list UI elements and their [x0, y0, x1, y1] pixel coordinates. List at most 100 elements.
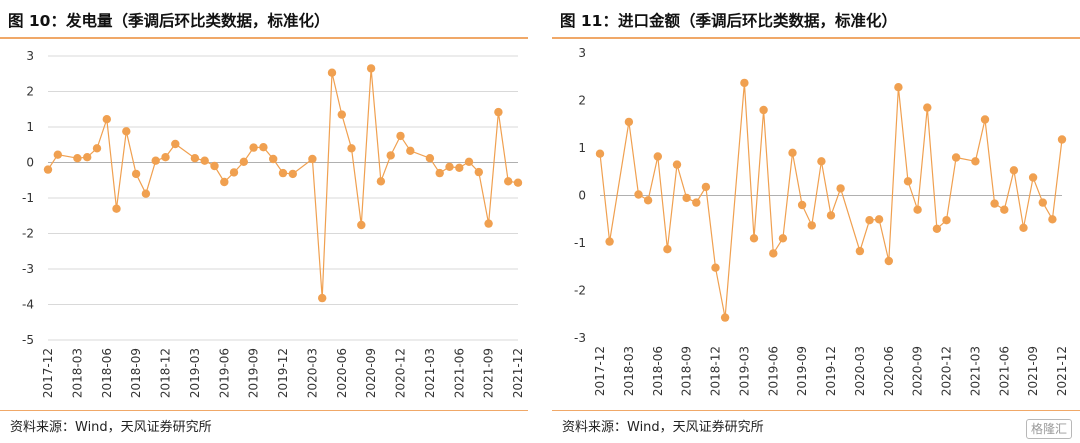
x-tick-label: 2019-12 [276, 348, 290, 398]
data-point [210, 161, 219, 171]
x-tick-label: 2021-09 [1026, 346, 1040, 396]
source-divider [0, 410, 528, 411]
x-tick-label: 2021-12 [1055, 346, 1069, 396]
data-point [190, 154, 200, 163]
data-point [53, 150, 62, 159]
data-point [971, 157, 980, 166]
y-tick-label: 0 [578, 189, 586, 203]
data-point [1048, 215, 1057, 224]
y-tick-label: -1 [22, 191, 34, 205]
x-tick-label: 2020-09 [911, 346, 925, 396]
x-tick-label: 2018-12 [709, 346, 723, 396]
x-tick-label: 2020-03 [853, 346, 867, 396]
line-chart-svg: 3 2 1 0 -1 -2 -3 2017-12 2018-03 2018-06 2018-09 20… [574, 46, 1069, 396]
data-point [43, 165, 53, 174]
data-point [83, 153, 92, 162]
data-point [711, 263, 720, 272]
data-point [624, 117, 634, 127]
y-tick-label: 2 [26, 85, 34, 99]
data-point [1019, 223, 1028, 232]
line-chart-power-generation: 3 2 1 0 -1 -2 -3 -4 -5 2017-12 2018-03 2018-06 2018-… [0, 40, 528, 408]
data-point [1028, 173, 1038, 182]
data-point [1057, 135, 1067, 144]
data-point [595, 149, 605, 158]
x-tick-label: 2017-12 [593, 346, 607, 396]
data-point [504, 177, 513, 186]
data-point [464, 157, 474, 166]
x-tick-label: 2018-09 [680, 346, 694, 396]
x-tick-label: 2021-06 [452, 348, 466, 398]
x-tick-label: 2021-06 [997, 346, 1011, 396]
series-line [47, 68, 519, 299]
x-tick-label: 2019-09 [795, 346, 809, 396]
y-tick-label: 2 [578, 94, 586, 108]
data-point [92, 144, 102, 153]
y-tick-label: 1 [578, 141, 586, 155]
data-point [494, 107, 503, 117]
data-point [913, 205, 922, 214]
data-point [672, 160, 682, 169]
data-point [865, 216, 874, 225]
data-point [161, 153, 170, 162]
data-point [386, 151, 395, 160]
data-point [288, 169, 297, 179]
data-point [474, 167, 483, 177]
data-point [269, 154, 278, 164]
data-point [903, 177, 913, 186]
data-point [605, 237, 614, 246]
data-point [923, 103, 932, 112]
data-point [171, 139, 180, 149]
data-point [663, 245, 672, 254]
data-point [229, 168, 239, 177]
data-point [406, 146, 415, 155]
data-point [894, 83, 903, 92]
x-tick-label: 2019-06 [766, 346, 780, 396]
data-point [445, 162, 454, 171]
data-point [692, 198, 701, 207]
y-tick-label: -4 [22, 298, 34, 312]
chart-title: 图 10：发电量（季调后环比类数据，标准化） [8, 12, 330, 30]
line-chart-import-value: 3 2 1 0 -1 -2 -3 2017-12 2018-03 2018-06 2018-09 20… [552, 40, 1080, 408]
x-tick-label: 2018-06 [100, 348, 114, 398]
data-point [826, 211, 836, 220]
data-point [769, 249, 778, 258]
x-tick-label: 2019-09 [247, 348, 261, 398]
data-point [425, 154, 435, 163]
line-chart-svg: 3 2 1 0 -1 -2 -3 -4 -5 2017-12 2018-03 2018-06 2018-… [22, 49, 525, 398]
data-point [1009, 166, 1019, 175]
data-point [122, 127, 131, 136]
x-tick-label: 2019-12 [824, 346, 838, 396]
x-tick-label: 2018-12 [159, 348, 173, 398]
x-tick-label: 2020-06 [882, 346, 896, 396]
title-divider [552, 37, 1080, 39]
data-point [396, 131, 405, 141]
data-point [701, 182, 711, 192]
data-point [797, 200, 807, 210]
data-point [932, 224, 942, 233]
x-tick-label: 2020-09 [364, 348, 378, 398]
data-point [720, 313, 730, 322]
data-point [836, 184, 845, 193]
x-tick-label: 2020-06 [335, 348, 349, 398]
data-point [455, 163, 464, 172]
y-tick-label: -2 [574, 284, 586, 298]
x-tick-label: 2018-03 [622, 346, 636, 396]
y-tick-label: 3 [578, 46, 586, 60]
x-tick-label: 2019-06 [217, 348, 231, 398]
data-point [740, 78, 749, 88]
data-point [102, 115, 112, 124]
x-tick-label: 2019-03 [737, 346, 751, 396]
data-point [347, 144, 356, 153]
source-note: 资料来源：Wind，天风证券研究所 [562, 420, 764, 435]
x-tick-label: 2018-03 [70, 348, 84, 398]
data-point [357, 220, 366, 230]
data-point [337, 110, 346, 119]
data-point [653, 152, 662, 161]
source-note: 资料来源：Wind，天风证券研究所 [10, 420, 212, 435]
data-point [817, 157, 826, 166]
data-point [141, 189, 151, 198]
x-tick-label: 2021-12 [511, 348, 525, 398]
data-point [682, 193, 691, 203]
watermark-logo: 格隆汇 [1025, 419, 1072, 439]
data-point [759, 105, 768, 115]
